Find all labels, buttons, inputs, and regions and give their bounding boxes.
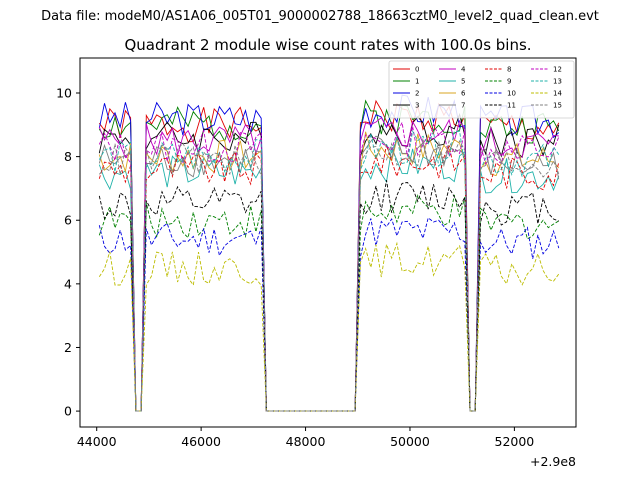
legend-label-15: 15 — [553, 102, 562, 110]
x-tick-label: 52000 — [495, 434, 535, 449]
legend-label-8: 8 — [507, 66, 511, 74]
legend-label-2: 2 — [415, 90, 419, 98]
axes-frame — [79, 57, 577, 428]
series-line-15 — [98, 138, 560, 412]
chart-title: Quadrant 2 module wise count rates with … — [124, 36, 531, 54]
legend-label-14: 14 — [553, 90, 562, 98]
series-line-11 — [98, 180, 559, 412]
y-tick-label: 4 — [64, 276, 72, 291]
legend-label-9: 9 — [507, 78, 511, 86]
legend-label-3: 3 — [415, 102, 419, 110]
legend-label-7: 7 — [461, 102, 465, 110]
y-tick-label: 0 — [64, 404, 72, 419]
y-tick-label: 10 — [56, 85, 72, 100]
x-tick-label: 44000 — [77, 434, 117, 449]
legend-label-0: 0 — [415, 66, 419, 74]
x-axis: 44000 46000 48000 50000 52000 — [77, 427, 534, 449]
legend-label-6: 6 — [461, 90, 466, 98]
legend-label-1: 1 — [415, 78, 419, 86]
y-tick-label: 6 — [64, 213, 72, 228]
legend-label-11: 11 — [507, 102, 516, 110]
legend-label-5: 5 — [461, 78, 465, 86]
legend-label-4: 4 — [461, 66, 466, 74]
x-tick-label: 48000 — [286, 434, 326, 449]
y-tick-label: 8 — [64, 149, 72, 164]
x-tick-label: 46000 — [181, 434, 221, 449]
series-line-10 — [98, 217, 560, 412]
y-axis: 0 2 4 6 8 10 — [56, 85, 80, 419]
series-layer — [98, 94, 560, 412]
legend-box — [388, 60, 575, 119]
figure-suptitle: Data file: modeM0/AS1A06_005T01_90000027… — [41, 9, 599, 24]
y-tick-label: 2 — [64, 340, 72, 355]
x-offset-label: +2.9e8 — [530, 454, 576, 469]
legend-label-10: 10 — [507, 90, 516, 98]
series-line-9 — [98, 194, 560, 412]
legend-label-12: 12 — [553, 66, 562, 74]
x-tick-label: 50000 — [390, 434, 430, 449]
legend-label-13: 13 — [553, 78, 562, 86]
